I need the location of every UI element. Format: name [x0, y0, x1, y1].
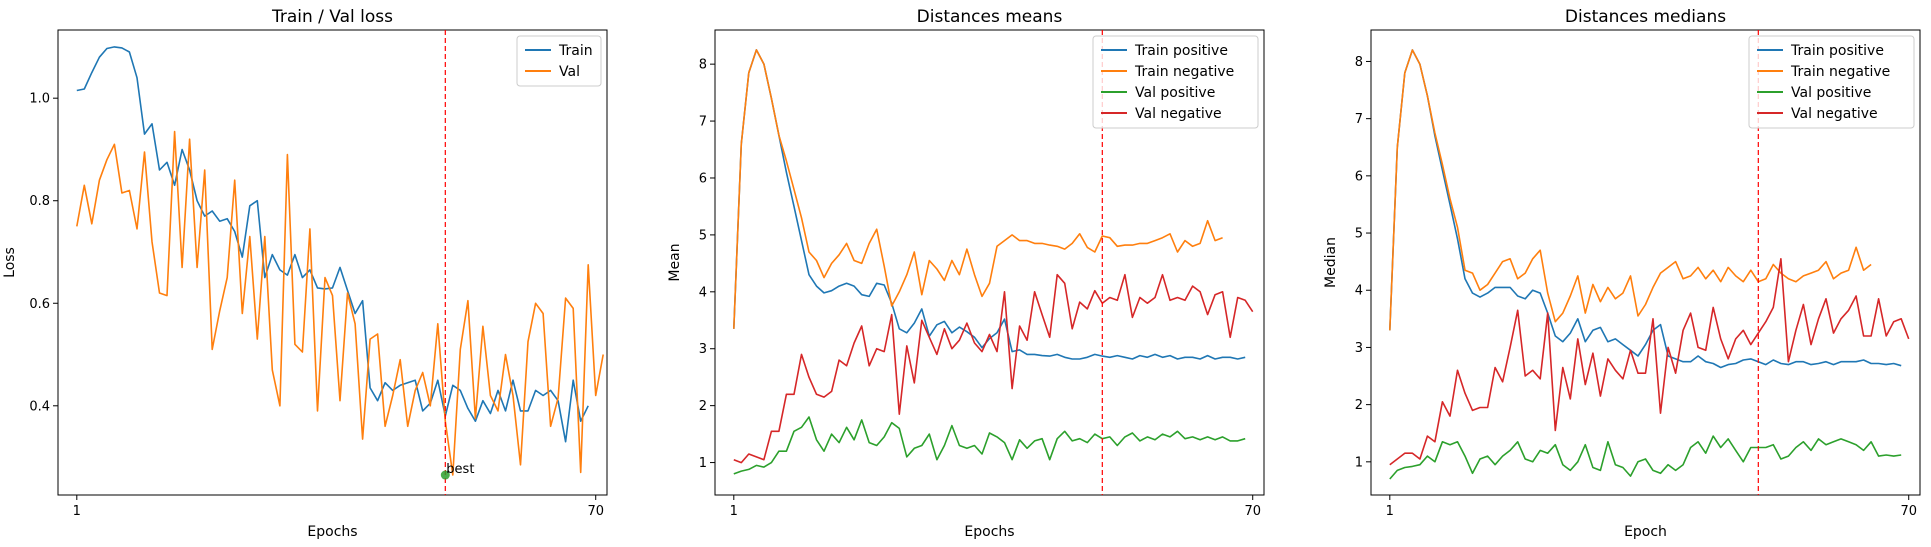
- series-line-val-positive: [733, 416, 1246, 475]
- y-tick-label: 6: [1355, 169, 1363, 184]
- legend-label-val-negative: Val negative: [1135, 106, 1222, 122]
- best-point-marker: [440, 470, 450, 480]
- legend-box: [1092, 35, 1259, 129]
- x-tick-label: 1: [73, 504, 81, 519]
- legend-label-train-positive: Train positive: [1134, 43, 1228, 59]
- series-line-train-negative: [733, 49, 1223, 329]
- y-tick-label: 5: [699, 228, 707, 243]
- legend-label-val-positive: Val positive: [1135, 85, 1215, 101]
- means-chart-panel: Distances means 1 70 1 2 3 4 5 6 7 8 Epochs Mean Trai…: [667, 7, 1265, 540]
- y-tick-label: 8: [699, 58, 707, 73]
- x-tick-label: 1: [1386, 504, 1394, 519]
- series-line-train-negative: [1389, 49, 1872, 331]
- y-tick-label: 0.8: [29, 194, 50, 209]
- x-axis-label: Epochs: [307, 524, 357, 540]
- x-axis-label: Epochs: [964, 524, 1014, 540]
- legend-label-train-negative: Train negative: [1790, 64, 1890, 80]
- y-tick-label: 3: [699, 342, 707, 357]
- best-annotation: best: [446, 462, 474, 477]
- y-tick-label: 6: [699, 171, 707, 186]
- y-tick-label: 8: [1355, 55, 1363, 70]
- x-tick-label: 70: [1244, 504, 1261, 519]
- series-line-val-negative: [1389, 257, 1910, 466]
- legend-label-val-negative: Val negative: [1791, 106, 1878, 122]
- y-tick-label: 7: [699, 115, 707, 130]
- legend: Train positive Train negative Val positive…: [1092, 35, 1259, 129]
- y-tick-label: 7: [1355, 112, 1363, 127]
- chart-title: Distances medians: [1565, 7, 1726, 27]
- y-tick-label: 4: [1355, 284, 1363, 299]
- legend-label-val: Val: [559, 64, 580, 80]
- y-tick-label: 1.0: [29, 92, 50, 107]
- y-tick-label: 2: [699, 399, 707, 414]
- plot-frame: [1370, 29, 1921, 496]
- plot-frame: [57, 29, 608, 496]
- y-tick-label: 0.6: [29, 297, 50, 312]
- series-line-val: [76, 130, 604, 476]
- y-axis-label: Median: [1323, 237, 1339, 288]
- y-axis-label: Mean: [667, 243, 683, 281]
- x-axis-label: Epoch: [1624, 524, 1667, 540]
- y-tick-label: 3: [1355, 341, 1363, 356]
- legend-label-train: Train: [558, 43, 593, 59]
- y-tick-label: 1: [699, 456, 707, 471]
- legend-box: [1748, 35, 1915, 129]
- y-tick-label: 2: [1355, 398, 1363, 413]
- legend-label-train-negative: Train negative: [1134, 64, 1234, 80]
- series-line-val-negative: [733, 273, 1254, 464]
- x-tick-label: 1: [730, 504, 738, 519]
- y-tick-label: 0.4: [29, 399, 50, 414]
- y-axis-label: Loss: [2, 247, 18, 278]
- y-tick-label: 5: [1355, 227, 1363, 242]
- legend-label-train-positive: Train positive: [1790, 43, 1884, 59]
- y-tick-label: 1: [1355, 455, 1363, 470]
- x-tick-label: 70: [1900, 504, 1917, 519]
- legend-box: [516, 35, 602, 87]
- series-line-train-positive: [733, 49, 1246, 360]
- legend-label-val-positive: Val positive: [1791, 85, 1871, 101]
- legend: Train Val: [516, 35, 602, 87]
- series-line-val-positive: [1389, 435, 1902, 480]
- series-line-train-positive: [1389, 49, 1902, 369]
- plot-frame: [714, 29, 1265, 496]
- series-line-train: [76, 46, 589, 443]
- chart-title: Distances means: [917, 7, 1063, 27]
- medians-chart-panel: Distances medians 1 70 1 2 3 4 5 6 7 8 Epoch Median T…: [1323, 7, 1921, 540]
- legend: Train positive Train negative Val positive…: [1748, 35, 1915, 129]
- loss-chart-panel: Train / Val loss 1 70 0.4 0.6 0.8 1.0 Epochs Los…: [2, 7, 608, 540]
- y-tick-label: 4: [699, 285, 707, 300]
- x-tick-label: 70: [587, 504, 604, 519]
- chart-title: Train / Val loss: [271, 7, 393, 27]
